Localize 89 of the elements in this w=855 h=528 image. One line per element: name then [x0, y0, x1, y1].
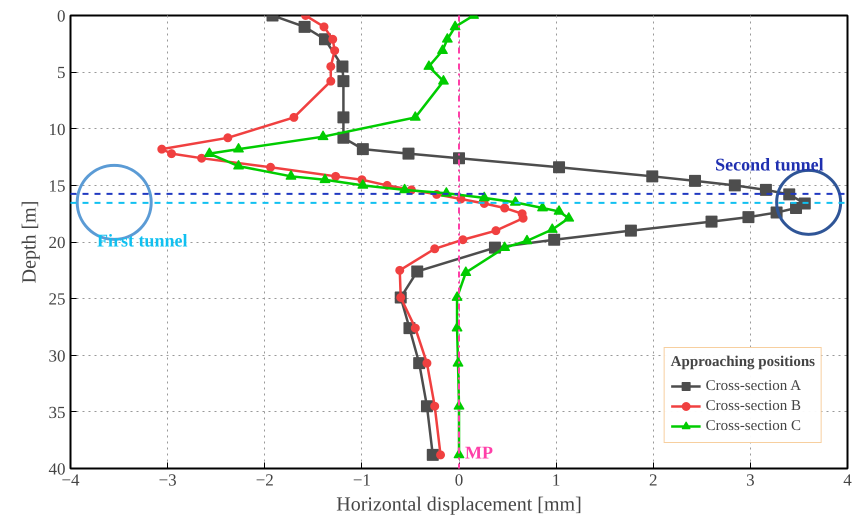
- x-tick-label: −1: [352, 470, 371, 490]
- point: [491, 226, 500, 236]
- point: [790, 202, 802, 214]
- point: [336, 60, 348, 72]
- point: [395, 266, 404, 275]
- point: [452, 322, 463, 332]
- point: [438, 74, 449, 85]
- y-tick-label: 20: [48, 233, 66, 252]
- point: [452, 291, 463, 301]
- point: [500, 204, 510, 213]
- point: [326, 76, 336, 86]
- y-tick-label: 30: [48, 346, 66, 366]
- point: [410, 324, 420, 333]
- y-tick-label: 35: [48, 402, 66, 422]
- x-tick-label: 3: [746, 470, 755, 490]
- legend-title: Approaching positions: [670, 354, 815, 371]
- point: [319, 173, 330, 184]
- x-tick-label: −2: [256, 470, 274, 490]
- point: [319, 22, 328, 32]
- point: [521, 234, 532, 244]
- x-tick-label: −3: [158, 470, 177, 490]
- point: [410, 111, 421, 121]
- point: [760, 184, 772, 196]
- point: [298, 20, 311, 33]
- point: [554, 205, 565, 215]
- y-tick-label: 5: [57, 63, 66, 82]
- point: [233, 142, 244, 153]
- x-tick-label: 2: [649, 470, 658, 490]
- point: [548, 234, 560, 246]
- x-tick-label: 4: [843, 470, 852, 490]
- point: [157, 144, 166, 154]
- point: [453, 152, 465, 164]
- point: [430, 244, 440, 254]
- x-axis-title: Horizontal displacement [mm]: [336, 494, 582, 516]
- point: [328, 34, 338, 44]
- point: [646, 170, 658, 182]
- point: [233, 160, 244, 170]
- point: [742, 211, 754, 224]
- point: [337, 111, 350, 124]
- point: [546, 223, 558, 233]
- point: [399, 184, 410, 194]
- point: [423, 60, 434, 70]
- point: [331, 172, 340, 181]
- point: [337, 75, 350, 88]
- point: [499, 241, 510, 252]
- point: [204, 147, 215, 158]
- point: [356, 143, 369, 156]
- point: [452, 356, 464, 367]
- point: [266, 162, 276, 172]
- x-tick-label: 1: [552, 470, 560, 490]
- point: [553, 161, 566, 174]
- point: [318, 130, 329, 140]
- y-tick-label: 10: [48, 120, 66, 139]
- point: [624, 224, 637, 237]
- point: [330, 46, 340, 56]
- point: [706, 216, 718, 228]
- point: [422, 358, 432, 368]
- point: [430, 402, 440, 411]
- ref-line-label: MP: [465, 442, 493, 462]
- point: [289, 112, 298, 122]
- point: [783, 188, 796, 200]
- point: [197, 154, 206, 163]
- point: [436, 450, 446, 460]
- point: [411, 265, 424, 278]
- y-axis-title: Depth [m]: [18, 200, 40, 284]
- legend-label: Cross-section B: [706, 398, 802, 414]
- point: [460, 266, 472, 276]
- point: [450, 20, 461, 30]
- point: [442, 33, 453, 43]
- y-tick-label: 25: [48, 290, 66, 309]
- y-tick-label: 15: [48, 176, 66, 196]
- point: [285, 170, 296, 180]
- x-tick-label: 0: [454, 470, 464, 490]
- point: [223, 133, 232, 142]
- point: [357, 179, 368, 189]
- point: [167, 149, 176, 158]
- point: [458, 235, 468, 244]
- legend-label: Cross-section A: [706, 378, 802, 394]
- point: [689, 174, 702, 187]
- point: [326, 62, 336, 71]
- point: [728, 179, 741, 192]
- y-tick-label: 40: [48, 460, 66, 478]
- point: [436, 44, 448, 54]
- legend-label: Cross-section C: [706, 418, 802, 434]
- point: [402, 148, 414, 160]
- point: [478, 192, 490, 202]
- point: [563, 212, 574, 222]
- y-tick-label: 0: [57, 6, 66, 26]
- annotation: Second tunnel: [715, 154, 824, 174]
